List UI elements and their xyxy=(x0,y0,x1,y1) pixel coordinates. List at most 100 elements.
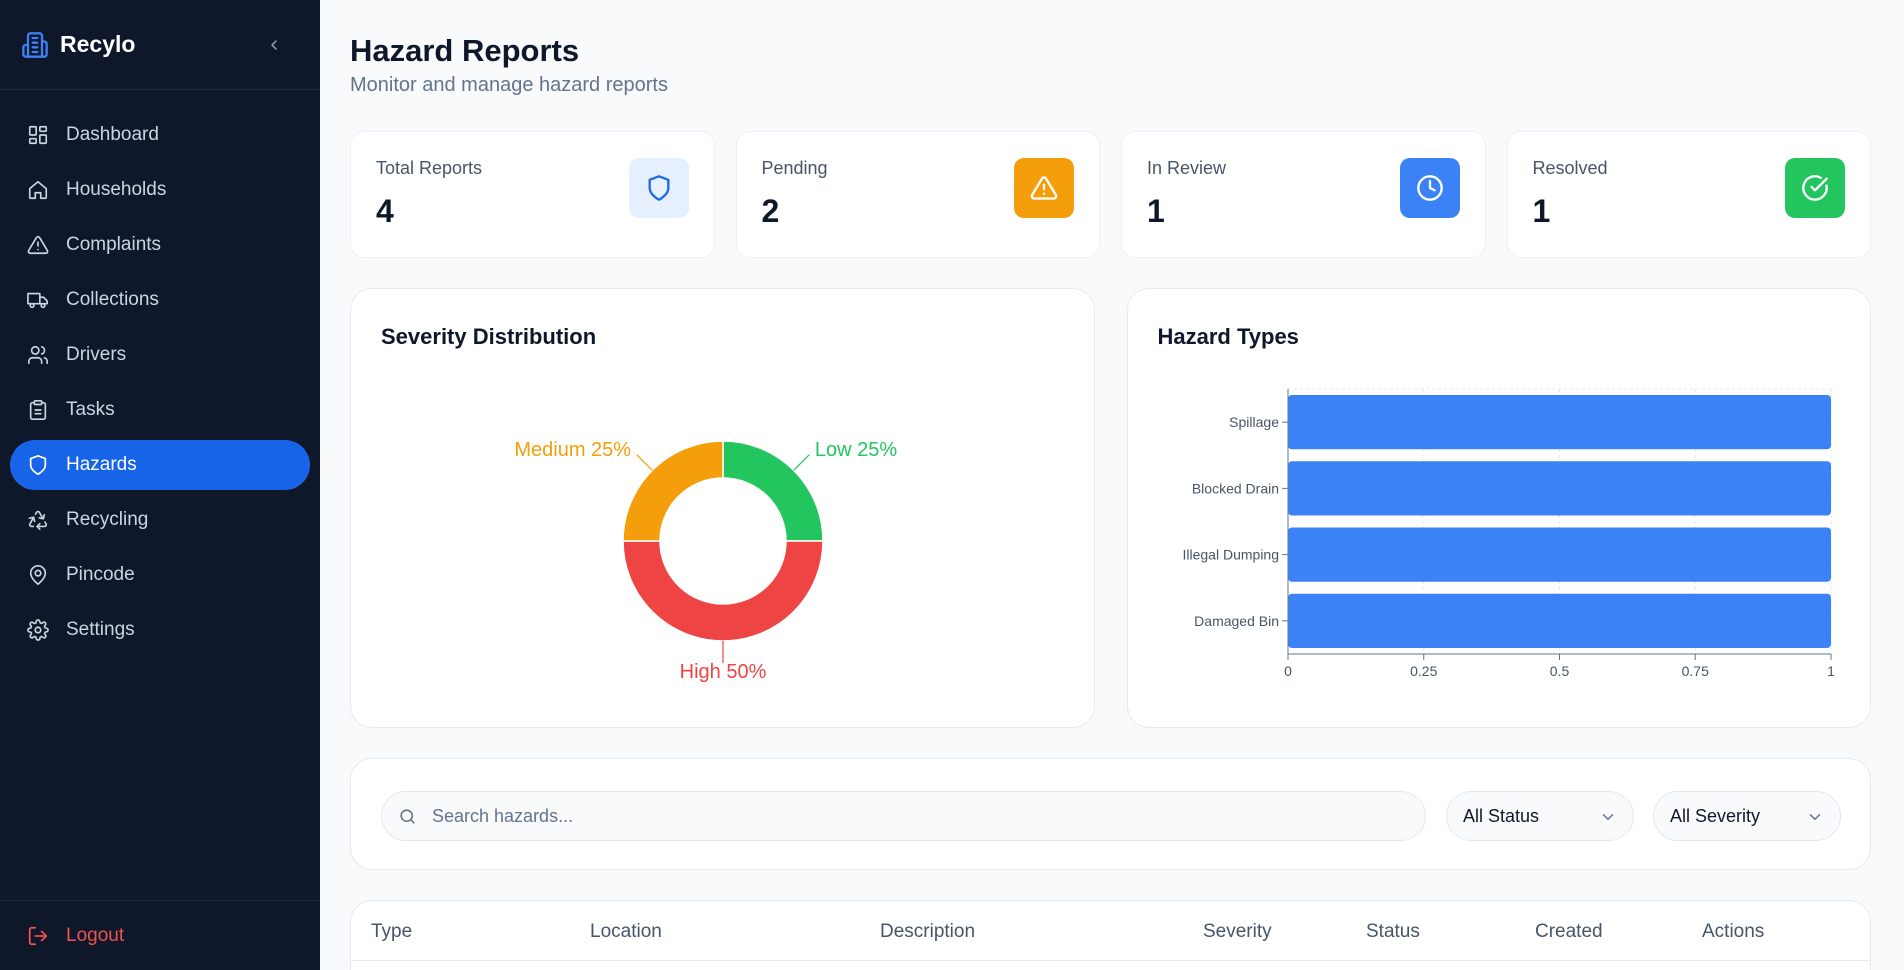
y-tick-label: Spillage xyxy=(1229,414,1279,430)
column-header-location[interactable]: Location xyxy=(590,921,662,942)
bar-spillage[interactable] xyxy=(1287,395,1831,450)
stat-card-resolved: Resolved 1 xyxy=(1506,131,1871,258)
stat-value: 1 xyxy=(1532,193,1551,229)
shield-icon xyxy=(628,158,689,218)
column-header-actions: Actions xyxy=(1702,921,1765,942)
chart-title: Hazard Types xyxy=(1157,324,1299,349)
severity-filter-select[interactable]: All Severity xyxy=(1653,791,1841,841)
sidebar: Recylo Dashboard Households Complaints xyxy=(0,0,320,970)
search-input[interactable] xyxy=(432,805,1412,827)
stat-card-pending: Pending 2 xyxy=(735,131,1100,258)
stat-card-in-review: In Review 1 xyxy=(1121,131,1486,258)
donut-label-low: Low 25% xyxy=(815,439,897,461)
chevron-down-icon xyxy=(1809,814,1821,820)
bar-damaged-bin[interactable] xyxy=(1287,593,1831,648)
y-tick-label: Damaged Bin xyxy=(1194,613,1279,629)
stat-value: 2 xyxy=(761,193,780,229)
shield-icon xyxy=(26,453,50,477)
severity-donut-chart: Low 25% High 50% Medium 25% xyxy=(514,439,897,683)
dashboard-icon xyxy=(26,123,50,147)
sidebar-item-label: Recycling xyxy=(66,509,149,530)
stat-card-total-reports: Total Reports 4 xyxy=(350,131,715,258)
stats-row: Total Reports 4 Pending 2 In Review 1 Re… xyxy=(350,131,1871,258)
home-icon xyxy=(26,178,50,202)
sidebar-item-label: Settings xyxy=(66,619,135,640)
sidebar-nav: Dashboard Households Complaints Collecti… xyxy=(0,90,320,655)
charts-row: Severity Distribution Low 25% High 50% Med… xyxy=(350,288,1871,728)
alert-triangle-icon xyxy=(26,233,50,257)
brand: Recylo xyxy=(0,0,320,90)
sidebar-item-households[interactable]: Households xyxy=(10,165,310,215)
donut-label-line xyxy=(793,454,810,471)
donut-slice-medium[interactable] xyxy=(622,440,724,542)
donut-label-high: High 50% xyxy=(680,661,767,683)
filters-bar: All Status All Severity xyxy=(350,758,1871,870)
sidebar-item-dashboard[interactable]: Dashboard xyxy=(10,110,310,160)
sidebar-item-label: Households xyxy=(66,179,167,200)
sidebar-item-drivers[interactable]: Drivers xyxy=(10,330,310,380)
search-box xyxy=(381,791,1426,841)
recycle-icon xyxy=(26,508,50,532)
column-header-status[interactable]: Status xyxy=(1366,921,1420,942)
table-header: Type Location Description Severity Statu… xyxy=(351,901,1870,961)
y-tick-label: Illegal Dumping xyxy=(1182,547,1279,563)
status-filter-value: All Status xyxy=(1463,805,1540,826)
x-tick-label: 0 xyxy=(1284,663,1292,679)
main-content: Hazard Reports Monitor and manage hazard… xyxy=(320,0,1904,970)
clock-icon xyxy=(1399,158,1460,218)
bar-illegal-dumping[interactable] xyxy=(1287,527,1831,582)
sidebar-item-settings[interactable]: Settings xyxy=(10,605,310,655)
brand-name: Recylo xyxy=(60,31,136,57)
sidebar-item-tasks[interactable]: Tasks xyxy=(10,385,310,435)
map-pin-icon xyxy=(26,563,50,587)
stat-label: Total Reports xyxy=(376,158,483,178)
sidebar-item-complaints[interactable]: Complaints xyxy=(10,220,310,270)
hazard-types-card: Hazard Types Spillage Blocked Drain Illega… xyxy=(1126,288,1871,728)
alert-triangle-icon xyxy=(1014,158,1074,218)
sidebar-item-label: Complaints xyxy=(66,234,162,255)
x-tick-label: 0.25 xyxy=(1410,663,1437,679)
stat-value: 1 xyxy=(1147,193,1165,229)
chevron-left-icon xyxy=(271,40,277,50)
stat-label: Resolved xyxy=(1532,158,1608,178)
sidebar-item-label: Collections xyxy=(66,289,159,310)
donut-slice-high[interactable] xyxy=(622,540,824,642)
sidebar-item-hazards[interactable]: Hazards xyxy=(10,440,310,490)
page-subtitle: Monitor and manage hazard reports xyxy=(350,74,668,96)
collapse-sidebar-button[interactable] xyxy=(262,33,286,57)
logout-icon xyxy=(26,924,50,948)
building-icon xyxy=(20,30,50,60)
sidebar-item-pincode[interactable]: Pincode xyxy=(10,550,310,600)
bar-blocked-drain[interactable] xyxy=(1287,461,1831,516)
logout-button[interactable]: Logout xyxy=(0,900,320,970)
page-title: Hazard Reports xyxy=(350,33,580,68)
search-icon xyxy=(398,806,418,826)
gear-icon xyxy=(26,618,50,642)
column-header-type[interactable]: Type xyxy=(371,921,413,942)
sidebar-item-label: Hazards xyxy=(66,454,137,475)
logout-label: Logout xyxy=(66,924,125,946)
sidebar-item-collections[interactable]: Collections xyxy=(10,275,310,325)
hazards-table: Type Location Description Severity Statu… xyxy=(350,900,1871,970)
x-tick-label: 0.75 xyxy=(1681,663,1708,679)
y-tick-label: Blocked Drain xyxy=(1191,480,1278,496)
column-header-created[interactable]: Created xyxy=(1535,921,1603,942)
donut-label-medium: Medium 25% xyxy=(514,439,631,461)
x-tick-label: 0.5 xyxy=(1549,663,1569,679)
check-circle-icon xyxy=(1785,158,1845,218)
stat-value: 4 xyxy=(376,193,394,229)
column-header-description[interactable]: Description xyxy=(880,921,976,942)
column-header-severity[interactable]: Severity xyxy=(1203,921,1272,942)
chevron-down-icon xyxy=(1602,814,1614,820)
clipboard-icon xyxy=(26,398,50,422)
status-filter-select[interactable]: All Status xyxy=(1446,791,1634,841)
sidebar-item-label: Drivers xyxy=(66,344,127,365)
sidebar-item-label: Dashboard xyxy=(66,124,159,145)
sidebar-item-recycling[interactable]: Recycling xyxy=(10,495,310,545)
severity-filter-value: All Severity xyxy=(1670,805,1761,826)
donut-label-line xyxy=(636,454,653,471)
stat-label: In Review xyxy=(1147,158,1227,178)
users-icon xyxy=(26,343,50,367)
stat-label: Pending xyxy=(761,158,828,178)
sidebar-item-label: Tasks xyxy=(66,399,115,420)
